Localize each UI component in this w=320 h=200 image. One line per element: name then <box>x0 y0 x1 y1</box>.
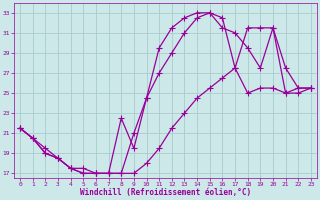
X-axis label: Windchill (Refroidissement éolien,°C): Windchill (Refroidissement éolien,°C) <box>80 188 251 197</box>
